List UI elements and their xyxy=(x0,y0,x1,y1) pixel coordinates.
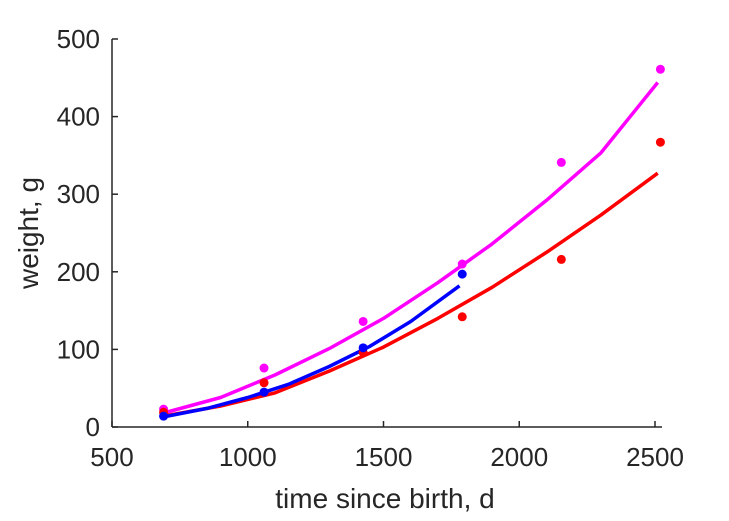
y-axis-title: weight, g xyxy=(13,177,44,290)
tick-layer: 500 1000 1500 2000 2500 0 100 200 300 400 500 xyxy=(57,24,684,472)
x-tick-label: 2500 xyxy=(626,442,684,472)
series-fit-line xyxy=(163,81,660,415)
y-tick-label: 0 xyxy=(86,412,100,442)
data-point xyxy=(457,259,467,269)
series-fit-line xyxy=(163,284,461,419)
axes xyxy=(111,39,662,428)
x-axis-title: time since birth, d xyxy=(275,483,494,514)
data-point xyxy=(259,378,269,388)
x-tick-label: 2000 xyxy=(490,442,548,472)
data-point xyxy=(556,254,566,264)
x-tick-label: 1500 xyxy=(355,442,413,472)
y-tick-label: 300 xyxy=(57,179,100,209)
data-point xyxy=(259,387,269,397)
series-layer xyxy=(159,64,665,421)
data-point xyxy=(457,269,467,279)
data-point xyxy=(457,312,467,322)
data-point xyxy=(159,411,169,421)
data-point xyxy=(655,137,665,147)
data-point xyxy=(259,363,269,373)
data-point xyxy=(358,343,368,353)
y-tick-label: 500 xyxy=(57,24,100,54)
series-fit-line xyxy=(163,171,659,418)
x-tick-label: 1000 xyxy=(219,442,277,472)
data-point xyxy=(358,316,368,326)
data-point xyxy=(655,64,665,74)
y-tick-label: 400 xyxy=(57,102,100,132)
y-tick-label: 100 xyxy=(57,334,100,364)
data-point xyxy=(556,157,566,167)
x-tick-label: 500 xyxy=(90,442,133,472)
y-tick-label: 200 xyxy=(57,257,100,287)
